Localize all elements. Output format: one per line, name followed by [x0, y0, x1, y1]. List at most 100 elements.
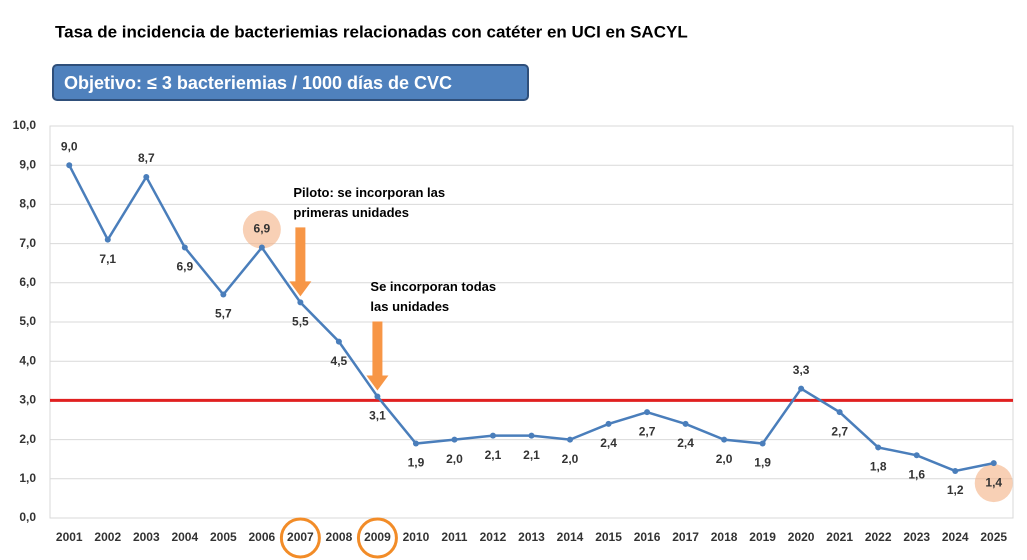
data-label: 2,7 [639, 424, 656, 438]
category-highlight [356, 517, 398, 559]
chart-title: Tasa de incidencia de bacteriemias relac… [55, 22, 688, 41]
data-point [990, 460, 997, 467]
data-point [875, 444, 882, 451]
x-tick-label: 2024 [942, 530, 969, 544]
data-point [952, 467, 959, 474]
x-tick-label: 2006 [249, 530, 276, 544]
y-tick-label: 5,0 [19, 314, 36, 328]
data-label: 2,1 [523, 448, 540, 462]
data-label: 2,1 [485, 448, 502, 462]
data-label: 2,7 [831, 424, 848, 438]
data-label: 2,0 [446, 452, 463, 466]
annotation: Se incorporan todas [370, 279, 496, 294]
data-label: 3,3 [793, 363, 810, 377]
x-tick-label: 2015 [595, 530, 622, 544]
x-tick-label: 2001 [56, 530, 83, 544]
data-point [297, 299, 304, 306]
data-label: 1,8 [870, 460, 887, 474]
y-tick-label: 4,0 [19, 353, 36, 367]
data-point [605, 420, 612, 427]
x-tick-label: 2010 [403, 530, 430, 544]
y-tick-label: 3,0 [19, 393, 36, 407]
data-point [721, 436, 728, 443]
data-point [66, 162, 73, 169]
y-tick-label: 2,0 [19, 432, 36, 446]
x-tick-label: 2017 [672, 530, 699, 544]
annotation: primeras unidades [293, 205, 409, 220]
series-line [68, 164, 994, 473]
data-label: 1,4 [985, 475, 1002, 489]
data-point [412, 440, 419, 447]
data-point [913, 452, 920, 459]
data-point [798, 385, 805, 392]
y-tick-label: 1,0 [19, 471, 36, 485]
data-point [258, 244, 265, 251]
x-tick-label: 2007 [287, 530, 314, 544]
data-label: 8,7 [138, 151, 155, 165]
data-point [682, 420, 689, 427]
x-tick-label: 2021 [826, 530, 853, 544]
objective-box [52, 64, 529, 101]
x-tick-label: 2013 [518, 530, 545, 544]
x-tick-label: 2003 [133, 530, 160, 544]
data-label: 2,0 [562, 452, 579, 466]
data-label: 2,4 [600, 436, 617, 450]
label-highlight [242, 210, 281, 249]
data-label: 2,0 [716, 452, 733, 466]
data-point [489, 432, 496, 439]
x-tick-label: 2008 [326, 530, 353, 544]
x-tick-label: 2022 [865, 530, 892, 544]
x-tick-label: 2018 [711, 530, 738, 544]
x-tick-label: 2012 [480, 530, 507, 544]
data-label: 5,7 [215, 307, 232, 321]
data-point [644, 409, 651, 416]
y-tick-label: 7,0 [19, 236, 36, 250]
data-label: 6,9 [254, 222, 271, 236]
x-tick-label: 2020 [788, 530, 815, 544]
x-tick-label: 2014 [557, 530, 584, 544]
x-tick-label: 2009 [364, 530, 391, 544]
data-label: 1,2 [947, 483, 964, 497]
y-tick-label: 9,0 [19, 157, 36, 171]
x-tick-label: 2002 [94, 530, 121, 544]
data-label: 9,0 [61, 139, 78, 153]
annotation: las unidades [370, 299, 449, 314]
data-point [528, 432, 535, 439]
label-highlight [974, 464, 1013, 503]
data-point [836, 409, 843, 416]
data-point [567, 436, 574, 443]
data-label: 3,1 [369, 409, 386, 423]
x-tick-label: 2023 [903, 530, 930, 544]
arrow-head [289, 281, 312, 297]
x-tick-label: 2025 [980, 530, 1007, 544]
category-highlight [279, 517, 321, 559]
data-label: 6,9 [176, 260, 193, 274]
y-tick-label: 8,0 [19, 197, 36, 211]
arrow-shaft [295, 227, 306, 283]
y-tick-label: 0,0 [19, 510, 36, 524]
data-point [181, 244, 188, 251]
x-tick-label: 2011 [441, 530, 467, 544]
data-label: 1,9 [408, 456, 425, 470]
data-label: 1,6 [908, 467, 925, 481]
x-tick-label: 2005 [210, 530, 237, 544]
data-label: 1,9 [754, 456, 771, 470]
arrow-head [366, 375, 389, 391]
data-label: 4,5 [331, 354, 348, 368]
data-label: 5,5 [292, 315, 309, 329]
data-point [143, 173, 150, 180]
objective-text: Objetivo: ≤ 3 bacteriemias / 1000 días d… [64, 73, 452, 93]
data-label: 2,4 [677, 436, 694, 450]
y-tick-label: 10,0 [13, 118, 37, 132]
data-point [335, 338, 342, 345]
x-tick-label: 2016 [634, 530, 661, 544]
arrow-shaft [372, 321, 383, 377]
y-tick-label: 6,0 [19, 275, 36, 289]
data-point [374, 393, 381, 400]
x-tick-label: 2019 [749, 530, 776, 544]
data-point [759, 440, 766, 447]
data-label: 7,1 [99, 252, 116, 266]
data-point [220, 291, 227, 298]
data-point [104, 236, 111, 243]
